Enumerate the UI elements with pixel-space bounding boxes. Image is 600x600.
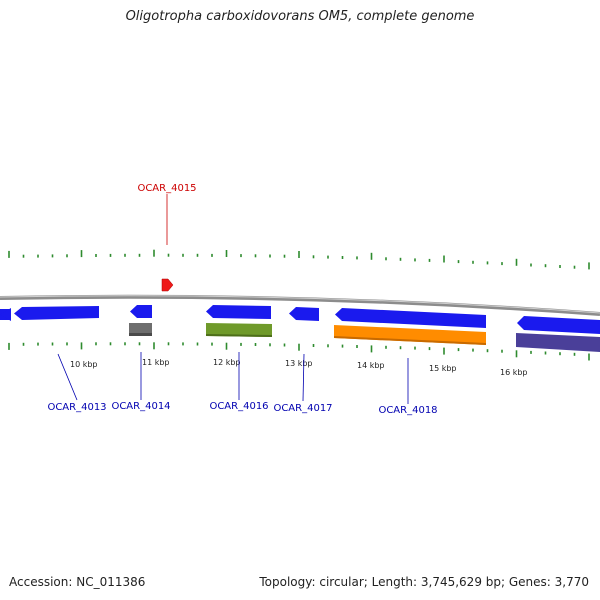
accession-label: Accession: NC_011386 xyxy=(9,575,146,589)
gene-right-arrow-feature[interactable] xyxy=(517,316,600,334)
gene-ocar-4014-feature[interactable] xyxy=(129,323,152,336)
gene-right-box-feature[interactable] xyxy=(516,333,600,352)
gene-ocar-4018-arrow-feature[interactable] xyxy=(335,308,486,328)
scale-label-15kbp: 15 kbp xyxy=(429,364,457,373)
gene-ocar-4018-feature-shade xyxy=(334,336,486,345)
map-title: Oligotropha carboxidovorans OM5, complet… xyxy=(125,9,475,24)
gene-label-ocar-4016[interactable]: OCAR_4016 xyxy=(209,401,268,412)
gene-ocar-4015-feature[interactable] xyxy=(161,278,174,292)
gene-ocar-4017-feature[interactable] xyxy=(289,307,319,321)
gene-label-ocar-4018[interactable]: OCAR_4018 xyxy=(378,405,437,416)
outer-ticks xyxy=(8,249,590,270)
gene-ocar-4016-feature[interactable] xyxy=(206,323,272,337)
gene-label-ocar-4014[interactable]: OCAR_4014 xyxy=(111,401,170,412)
gene-label-ocar-4017[interactable]: OCAR_4017 xyxy=(273,403,332,414)
gene-ocar-4016-arrow-feature[interactable] xyxy=(206,305,271,319)
genome-summary: Topology: circular; Length: 3,745,629 bp… xyxy=(259,575,589,589)
scale-label-12kbp: 12 kbp xyxy=(213,358,241,367)
genome-backbone-highlight xyxy=(0,295,600,314)
scale-label-13kbp: 13 kbp xyxy=(285,359,313,368)
gene-ocar-4018-feature[interactable] xyxy=(334,325,486,345)
scale-label-14kbp: 14 kbp xyxy=(357,361,385,370)
gene-ocar-4014-feature-shade xyxy=(129,333,152,336)
scale-label-10kbp: 10 kbp xyxy=(70,360,98,369)
callout-line-ocar-4017 xyxy=(302,353,305,402)
gene-label-ocar-4015[interactable]: OCAR_4015 xyxy=(137,183,196,194)
callout-line-ocar-4013 xyxy=(57,353,78,401)
genome-backbone xyxy=(0,294,600,316)
gene-small-left-arrow[interactable] xyxy=(0,308,11,321)
gene-ocar-4013-feature[interactable] xyxy=(14,306,99,320)
gene-ocar-4014-arrow-feature[interactable] xyxy=(130,305,152,318)
gene-ocar-4016-feature-shade xyxy=(206,334,272,337)
scale-label-16kbp: 16 kbp xyxy=(500,368,528,377)
inner-ticks xyxy=(8,342,590,361)
gene-label-ocar-4013[interactable]: OCAR_4013 xyxy=(47,402,106,413)
scale-label-11kbp: 11 kbp xyxy=(142,358,170,367)
